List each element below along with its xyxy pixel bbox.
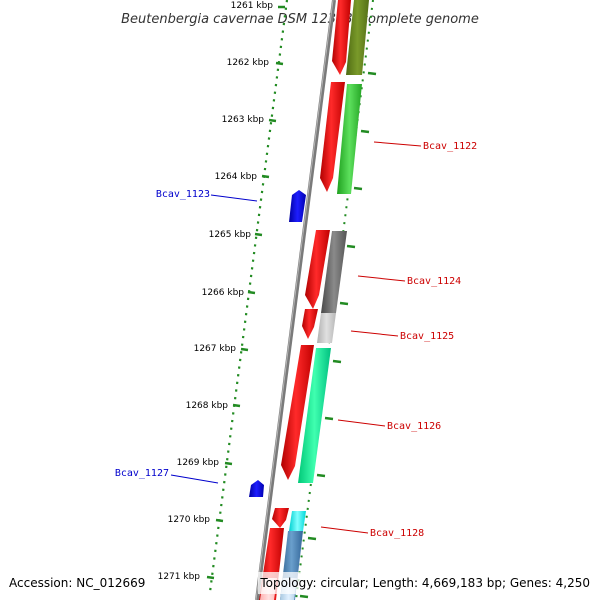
tick-label: 1261 kbp bbox=[231, 1, 274, 11]
gene-label-1123: Bcav_1123 bbox=[156, 189, 210, 200]
cds-arrow-1124 bbox=[305, 230, 330, 309]
ring-tick bbox=[339, 301, 349, 306]
gene-label-1127: Bcav_1127 bbox=[115, 468, 169, 479]
tick-mark bbox=[240, 347, 249, 352]
cog-block-cyan bbox=[289, 511, 306, 531]
cds-arrow-1128 bbox=[272, 508, 289, 528]
tick-label: 1265 kbp bbox=[209, 230, 252, 240]
scale-tick-labels: 1261 kbp 1262 kbp 1263 kbp 1264 kbp 1265… bbox=[158, 1, 274, 582]
footer-backdrop bbox=[258, 572, 600, 594]
tick-mark bbox=[247, 290, 256, 295]
cog-block-lightgray bbox=[317, 313, 336, 343]
tick-mark bbox=[224, 461, 233, 466]
tick-mark bbox=[261, 174, 270, 179]
genome-backbone bbox=[255, 0, 336, 600]
tick-mark bbox=[215, 518, 224, 523]
tick-label: 1263 kbp bbox=[222, 115, 265, 125]
ring-tick bbox=[346, 244, 356, 249]
tick-label: 1270 kbp bbox=[168, 515, 211, 525]
ring-tick bbox=[360, 129, 370, 134]
tick-mark bbox=[206, 575, 215, 580]
tick-label: 1262 kbp bbox=[227, 58, 270, 68]
topology-text: Topology: circular; Length: 4,669,183 bp… bbox=[259, 576, 590, 590]
scale-ticks bbox=[206, 5, 285, 580]
gene-label-1128: Bcav_1128 bbox=[370, 528, 424, 539]
outer-dotted-line bbox=[295, 0, 374, 600]
cog-block-olive bbox=[346, 0, 369, 75]
accession-text: Accession: NC_012669 bbox=[9, 576, 145, 590]
cog-block-gray bbox=[321, 231, 347, 313]
gene-label-1125: Bcav_1125 bbox=[400, 331, 454, 342]
ring-tick bbox=[299, 594, 309, 599]
gene-label-1122: Bcav_1122 bbox=[423, 141, 477, 152]
ring-tick bbox=[316, 473, 326, 478]
leader-line-1124 bbox=[357, 275, 406, 282]
genome-backbone-highlight bbox=[255, 0, 334, 600]
cds-arrow-1123 bbox=[289, 190, 306, 222]
label-leaders bbox=[170, 141, 422, 534]
tick-label: 1271 kbp bbox=[158, 572, 201, 582]
cds-arrow-1127 bbox=[249, 480, 264, 497]
ring-tick bbox=[324, 416, 334, 421]
leader-line-1125 bbox=[350, 330, 399, 337]
gene-labels: Bcav_1122 Bcav_1123 Bcav_1124 Bcav_1125 … bbox=[115, 141, 477, 539]
cds-arrow-1122 bbox=[320, 82, 345, 192]
tick-label: 1266 kbp bbox=[202, 288, 245, 298]
tick-mark bbox=[232, 403, 241, 408]
tick-label: 1267 kbp bbox=[194, 344, 237, 354]
cog-block-springgreen bbox=[298, 348, 331, 483]
tick-label: 1264 kbp bbox=[215, 172, 258, 182]
ring-tick bbox=[353, 186, 363, 191]
cog-ring-ticks bbox=[299, 71, 377, 599]
cds-arrow-1126 bbox=[281, 345, 314, 480]
cds-arrow-1125 bbox=[302, 309, 318, 339]
tick-mark bbox=[254, 232, 263, 237]
leader-line-1127 bbox=[170, 474, 219, 484]
forward-cds-features bbox=[249, 190, 306, 497]
tick-mark bbox=[268, 118, 277, 123]
gene-label-1124: Bcav_1124 bbox=[407, 276, 461, 287]
tick-label: 1269 kbp bbox=[177, 458, 220, 468]
gene-label-1126: Bcav_1126 bbox=[387, 421, 441, 432]
leader-line-1122 bbox=[373, 141, 422, 147]
ring-tick bbox=[332, 359, 342, 364]
ring-tick bbox=[307, 536, 317, 541]
cog-block-green bbox=[337, 84, 362, 194]
map-title: Beutenbergia cavernae DSM 12333, complet… bbox=[121, 12, 479, 27]
cds-arrow-1121 bbox=[332, 0, 351, 75]
ring-tick bbox=[367, 71, 377, 76]
leader-line-1126 bbox=[337, 419, 386, 427]
cog-ring-features bbox=[280, 0, 369, 600]
leader-line-1128 bbox=[320, 526, 369, 534]
leader-line-1123 bbox=[210, 194, 258, 202]
tick-mark bbox=[275, 61, 284, 66]
tick-label: 1268 kbp bbox=[186, 401, 229, 411]
